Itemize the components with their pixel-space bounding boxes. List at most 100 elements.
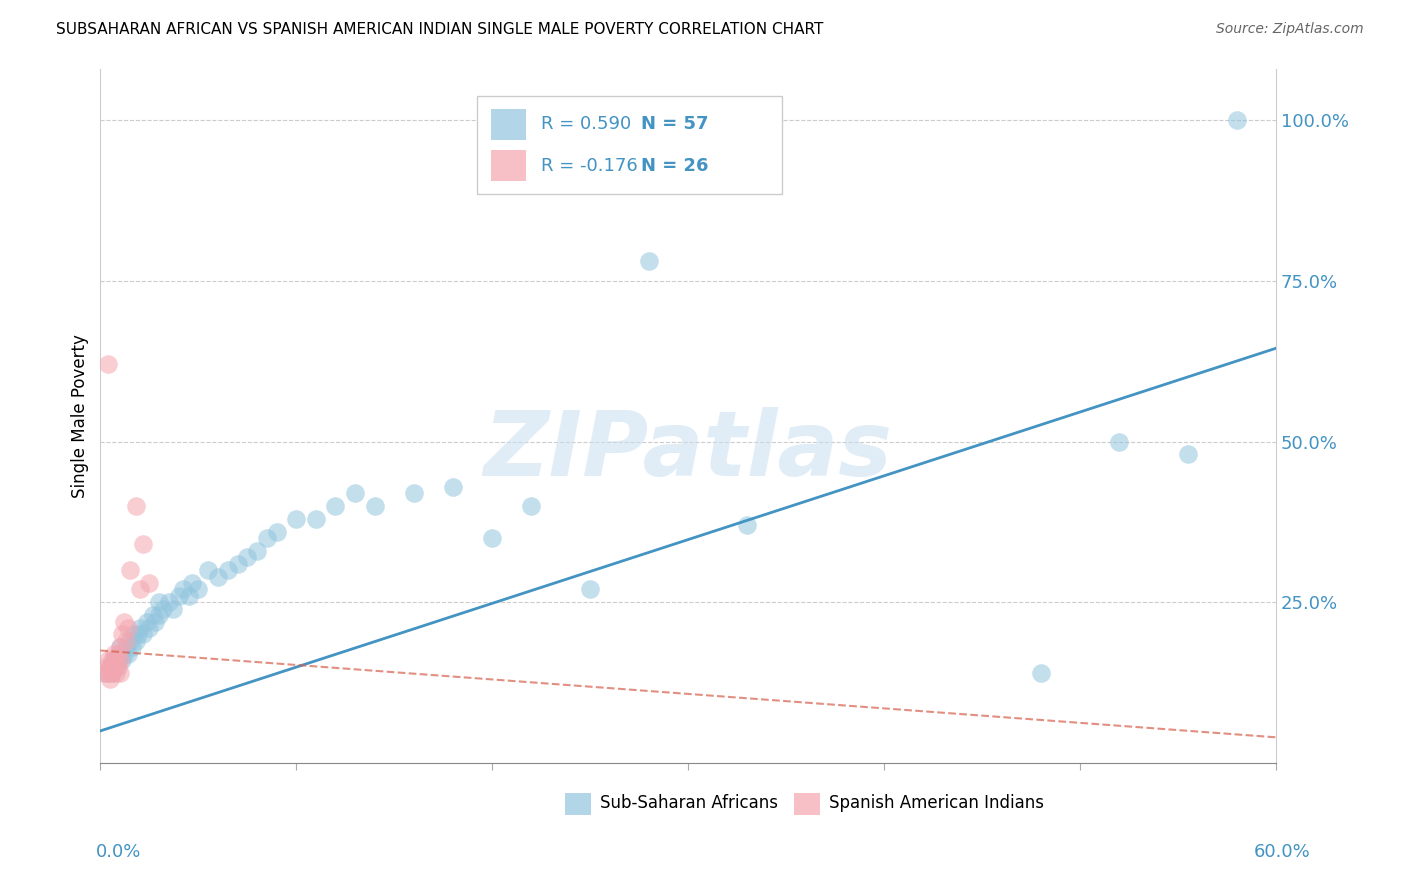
Point — [132, 627, 155, 641]
Point — [143, 615, 166, 629]
Point — [101, 653, 124, 667]
Point — [128, 582, 150, 597]
Point — [108, 647, 131, 661]
Point — [93, 666, 115, 681]
Point — [103, 647, 125, 661]
Point — [118, 563, 141, 577]
Point — [187, 582, 209, 597]
Bar — [565, 793, 591, 815]
Point — [1029, 666, 1052, 681]
Bar — [794, 793, 820, 815]
Point — [285, 511, 308, 525]
Point — [177, 589, 200, 603]
Point — [124, 499, 146, 513]
Point — [152, 601, 174, 615]
Point — [136, 615, 159, 629]
Text: 60.0%: 60.0% — [1254, 843, 1310, 861]
Point — [105, 666, 128, 681]
Point — [114, 633, 136, 648]
Point — [96, 666, 118, 681]
Point — [108, 640, 131, 655]
Point — [402, 486, 425, 500]
Text: Sub-Saharan Africans: Sub-Saharan Africans — [600, 794, 778, 812]
Point — [128, 621, 150, 635]
Point — [122, 627, 145, 641]
Point — [172, 582, 194, 597]
Point — [138, 576, 160, 591]
Point — [305, 511, 328, 525]
Point — [101, 666, 124, 681]
Point — [124, 633, 146, 648]
Point — [207, 569, 229, 583]
Point — [97, 666, 120, 681]
Point — [266, 524, 288, 539]
Point — [98, 659, 121, 673]
Point — [579, 582, 602, 597]
Point — [105, 659, 128, 673]
Text: ZIPatlas: ZIPatlas — [484, 407, 893, 494]
Text: SUBSAHARAN AFRICAN VS SPANISH AMERICAN INDIAN SINGLE MALE POVERTY CORRELATION CH: SUBSAHARAN AFRICAN VS SPANISH AMERICAN I… — [56, 22, 824, 37]
Bar — [491, 150, 526, 181]
Point — [363, 499, 385, 513]
Text: Source: ZipAtlas.com: Source: ZipAtlas.com — [1216, 22, 1364, 37]
Point — [138, 621, 160, 635]
Text: Spanish American Indians: Spanish American Indians — [830, 794, 1045, 812]
Point — [325, 499, 347, 513]
Point — [97, 653, 120, 667]
Point — [1177, 447, 1199, 461]
Point — [236, 550, 259, 565]
Point — [148, 595, 170, 609]
Text: R = -0.176: R = -0.176 — [541, 157, 638, 175]
Point — [108, 653, 131, 667]
Point — [112, 615, 135, 629]
Point — [520, 499, 543, 513]
Point — [217, 563, 239, 577]
Point — [121, 640, 143, 655]
Point — [101, 666, 124, 681]
Point — [108, 640, 131, 655]
Point — [148, 608, 170, 623]
Point — [112, 647, 135, 661]
Point — [118, 633, 141, 648]
Point — [127, 627, 149, 641]
Text: N = 26: N = 26 — [641, 157, 709, 175]
Point — [142, 608, 165, 623]
Point — [256, 531, 278, 545]
Point — [117, 621, 139, 635]
Point — [107, 647, 129, 661]
Point — [98, 659, 121, 673]
Point — [162, 601, 184, 615]
Point — [157, 595, 180, 609]
Point — [96, 659, 118, 673]
Text: 0.0%: 0.0% — [96, 843, 141, 861]
Point — [481, 531, 503, 545]
Point — [735, 518, 758, 533]
Bar — [491, 109, 526, 140]
Point — [107, 659, 129, 673]
Point — [181, 576, 204, 591]
Point — [1108, 434, 1130, 449]
Point — [111, 653, 134, 667]
Point — [167, 589, 190, 603]
Text: R = 0.590: R = 0.590 — [541, 115, 631, 133]
Point — [441, 479, 464, 493]
Point — [246, 544, 269, 558]
Point — [344, 486, 367, 500]
Bar — [477, 96, 782, 194]
Point — [132, 537, 155, 551]
Point — [226, 557, 249, 571]
Y-axis label: Single Male Poverty: Single Male Poverty — [72, 334, 89, 498]
Point — [107, 653, 129, 667]
Point — [197, 563, 219, 577]
Point — [105, 653, 128, 667]
Point — [117, 647, 139, 661]
Point — [111, 627, 134, 641]
Point — [98, 673, 121, 687]
Text: N = 57: N = 57 — [641, 115, 709, 133]
Point — [108, 666, 131, 681]
Point — [114, 640, 136, 655]
Point — [97, 357, 120, 371]
Point — [103, 653, 125, 667]
Point — [638, 254, 661, 268]
Point — [1226, 112, 1249, 127]
